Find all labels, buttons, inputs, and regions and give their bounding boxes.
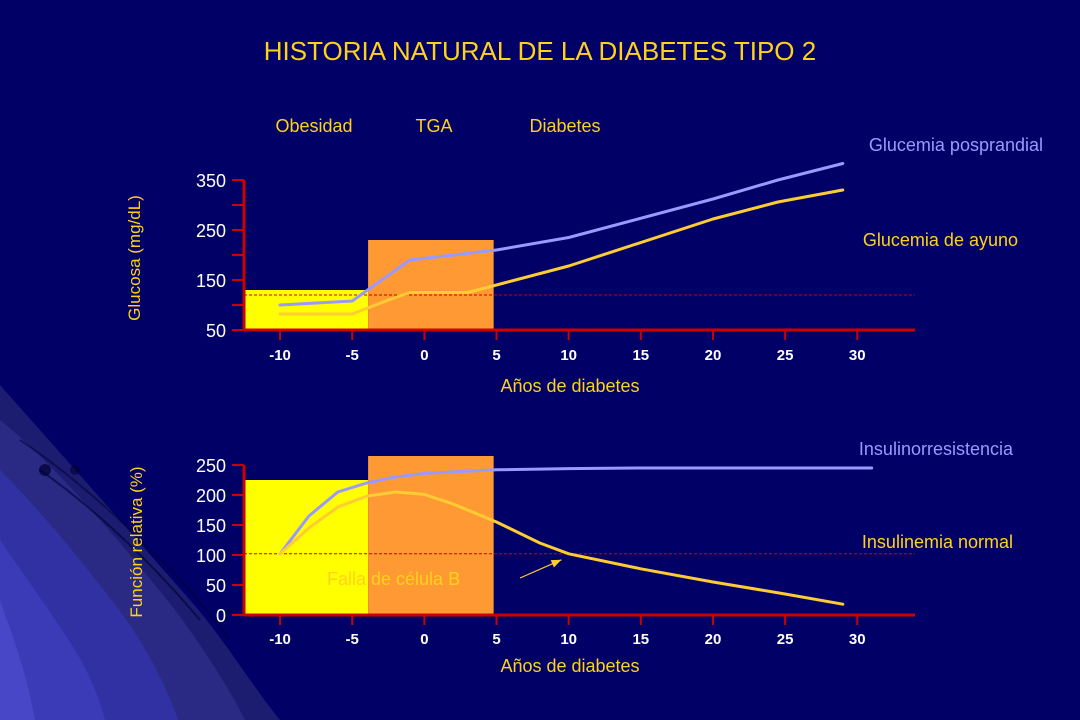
x-tick-label: -10 [269,347,291,364]
x-tick-label: 10 [560,347,577,364]
y-tick-label: 50 [206,576,226,596]
stage-label-tga: TGA [415,116,452,136]
y-tick-label: 350 [196,171,226,191]
y-tick-labels: 50 150 250 350 [196,171,226,341]
series-line-1 [278,162,845,307]
x-tick-label: -10 [269,631,291,648]
annotation-falla-celula-b: Falla de célula B [327,569,460,589]
x-axis-title: Años de diabetes [500,376,639,396]
x-tick-label: 25 [777,347,794,364]
series-group [278,162,845,316]
x-tick-label: 30 [849,631,866,648]
series-line-2 [278,490,845,606]
stage-label-obesidad: Obesidad [275,116,352,136]
x-tick-label: 5 [492,631,500,648]
x-tick-label: 20 [705,347,722,364]
stage-labels: Obesidad TGA Diabetes [275,116,600,136]
series-label-insulinemia-normal: Insulinemia normal [862,532,1013,552]
x-tick-label: 5 [492,347,500,364]
series-label-glucemia-posprandial: Glucemia posprandial [869,135,1043,155]
axes [232,464,915,625]
stage-region-1 [244,290,369,330]
stage-region-2 [368,456,494,615]
x-tick-label: -5 [346,347,359,364]
y-tick-label: 200 [196,486,226,506]
x-tick-labels: -10 -5 0 5 10 15 20 25 30 [269,631,865,648]
decorative-swoosh [0,385,280,720]
x-tick-label: -5 [346,631,359,648]
y-axis-title: Glucosa (mg/dL) [125,195,144,321]
y-tick-label: 50 [206,321,226,341]
x-tick-labels: -10 -5 0 5 10 15 20 25 30 [269,347,865,364]
chart-glucose: Obesidad TGA Diabetes 50 150 250 350 -10 -5 0… [125,116,1043,396]
y-tick-labels: 0 50 100 150 200 250 [196,456,226,626]
stage-region-1 [244,480,369,615]
annotation-arrowhead [550,559,562,568]
y-tick-label: 100 [196,546,226,566]
series-label-glucemia-ayuno: Glucemia de ayuno [863,230,1018,250]
chart-relative-function: 0 50 100 150 200 250 -10 -5 0 5 10 15 20 25 30 Años d… [127,439,1014,676]
stage-regions [244,240,494,330]
series-label-insulinorresistencia: Insulinorresistencia [859,439,1014,459]
x-tick-label: 10 [560,631,577,648]
axes [232,179,915,340]
y-tick-label: 250 [196,221,226,241]
x-tick-label: 30 [849,347,866,364]
x-tick-label: 15 [632,347,649,364]
y-tick-label: 0 [216,606,226,626]
series-line-1 [278,466,874,556]
y-tick-label: 250 [196,456,226,476]
x-tick-label: 15 [632,631,649,648]
stage-region-2 [368,240,494,330]
series-group [278,466,874,606]
stage-label-diabetes: Diabetes [529,116,600,136]
y-axis-title: Función relativa (%) [127,466,146,617]
x-tick-label: 25 [777,631,794,648]
y-tick-label: 150 [196,516,226,536]
x-axis-title: Años de diabetes [500,656,639,676]
series-line-2 [278,188,845,316]
slide-title: HISTORIA NATURAL DE LA DIABETES TIPO 2 [264,36,816,66]
x-tick-label: 20 [705,631,722,648]
x-tick-label: 0 [420,631,428,648]
x-tick-label: 0 [420,347,428,364]
y-tick-label: 150 [196,271,226,291]
